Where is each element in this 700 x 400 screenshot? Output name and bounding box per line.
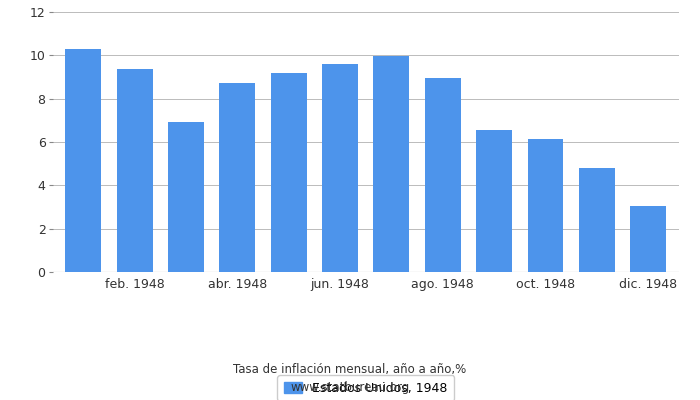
Text: Tasa de inflación mensual, año a año,%: Tasa de inflación mensual, año a año,% — [233, 364, 467, 376]
Bar — [322, 64, 358, 272]
Legend: Estados Unidos, 1948: Estados Unidos, 1948 — [277, 376, 454, 400]
Bar — [219, 83, 256, 272]
Bar — [271, 73, 307, 272]
Bar — [528, 139, 564, 272]
Bar — [65, 50, 101, 272]
Text: www.statbureau.org: www.statbureau.org — [290, 381, 410, 394]
Bar — [476, 130, 512, 272]
Bar — [630, 206, 666, 272]
Bar — [374, 56, 409, 272]
Bar — [117, 69, 153, 272]
Bar — [168, 122, 204, 272]
Bar — [579, 168, 615, 272]
Bar — [425, 78, 461, 272]
